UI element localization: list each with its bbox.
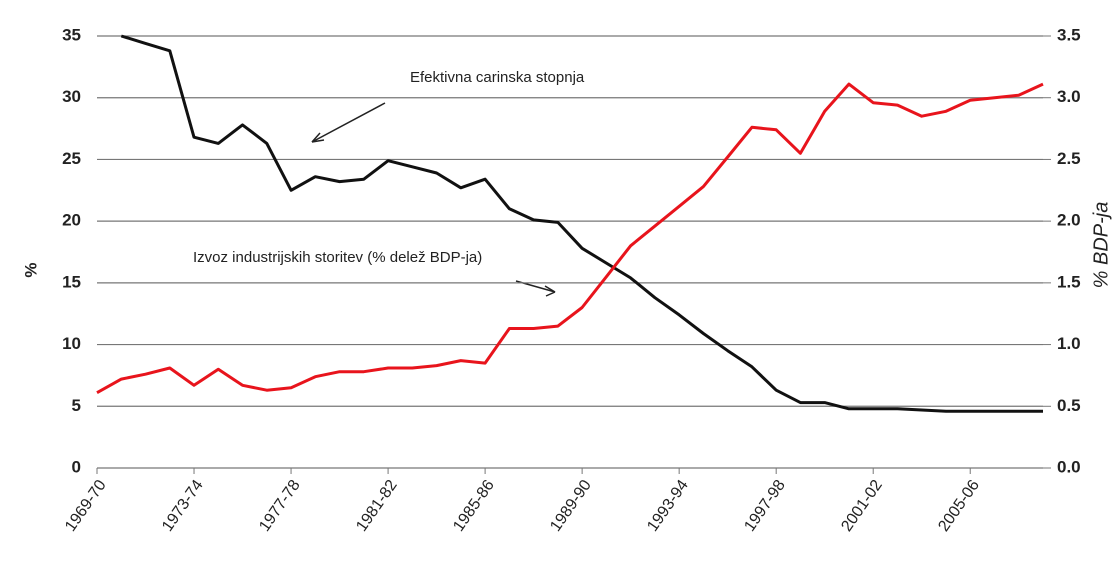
y2-axis-label: % BDP-ja [1090,202,1112,289]
y2-tick-label: 0.5 [1057,396,1081,415]
arrows [311,102,556,297]
y2-tick-label: 0.0 [1057,457,1081,476]
x-tick-label: 1977-78 [256,477,304,535]
y2-tick-label: 1.0 [1057,334,1081,353]
y-tick-label: 5 [72,396,81,415]
x-tick-label: 1989-90 [547,477,595,535]
y2-tick-label: 3.0 [1057,87,1081,106]
y2-tick-label: 3.5 [1057,25,1081,44]
y-tick-label: 15 [62,272,81,291]
data-line [96,82,1044,395]
x-tick-label: 1993-94 [644,477,692,535]
annotation: Efektivna carinska stopnja [410,69,585,86]
data-line [120,34,1043,413]
x-tick-label: 2001-02 [838,477,886,535]
y-axis-label: % [21,262,40,277]
y-tick-label: 10 [62,334,81,353]
y-tick-label: 20 [62,211,81,230]
y2-tick-label: 2.5 [1057,149,1081,168]
x-tick-label: 1969-70 [62,477,110,535]
x-tick-label: 1985-86 [450,477,498,535]
x-tick-label: 2005-06 [935,477,983,535]
y-tick-label: 35 [62,25,81,44]
x-tick-label: 1997-98 [741,477,789,535]
x-tick-label: 1973-74 [159,477,207,535]
y2-tick-label: 1.5 [1057,272,1081,291]
x-tick-label: 1981-82 [353,477,401,535]
y-tick-label: 25 [62,149,81,168]
y-tick-label: 0 [72,457,81,476]
annotation: Izvoz industrijskih storitev (% delež BD… [193,249,482,266]
y2-tick-label: 2.0 [1057,211,1081,230]
y-tick-label: 30 [62,87,81,106]
